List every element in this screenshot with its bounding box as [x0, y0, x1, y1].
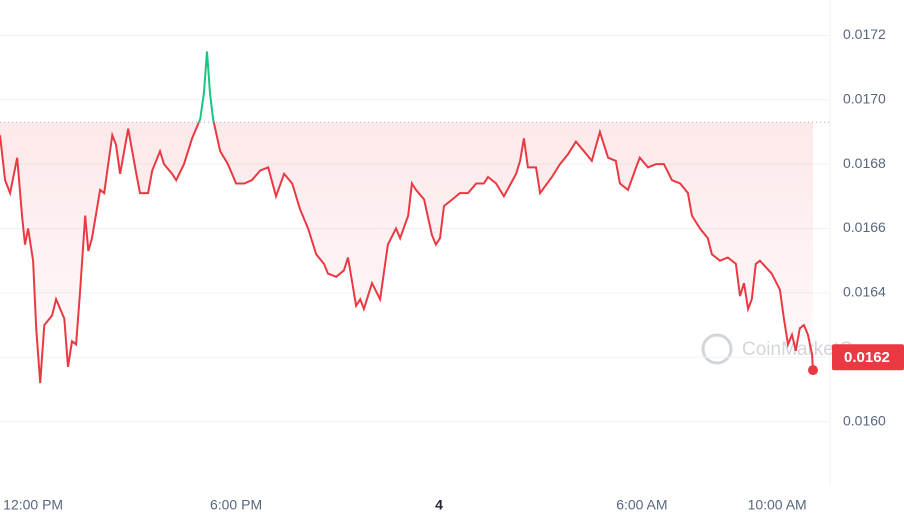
- x-tick-label: 6:00 PM: [210, 497, 262, 513]
- y-tick-label: 0.0160: [843, 412, 886, 428]
- price-tag: [832, 344, 904, 371]
- x-tick-label: 6:00 AM: [616, 497, 667, 513]
- x-tick-label: 12:00 PM: [3, 497, 63, 513]
- y-tick-label: 0.0166: [843, 219, 886, 235]
- end-dot: [808, 365, 818, 376]
- y-tick-label: 0.0164: [843, 284, 886, 300]
- x-tick-label: 4: [435, 497, 443, 513]
- y-tick-label: 0.0170: [843, 90, 886, 106]
- y-tick-label: 0.0172: [843, 26, 886, 42]
- area: [0, 122, 813, 383]
- x-tick-label: 10:00 AM: [748, 497, 807, 513]
- line-down: [0, 122, 814, 384]
- y-tick-label: 0.0168: [843, 155, 886, 171]
- price-tag-label: 0.0162: [844, 349, 890, 366]
